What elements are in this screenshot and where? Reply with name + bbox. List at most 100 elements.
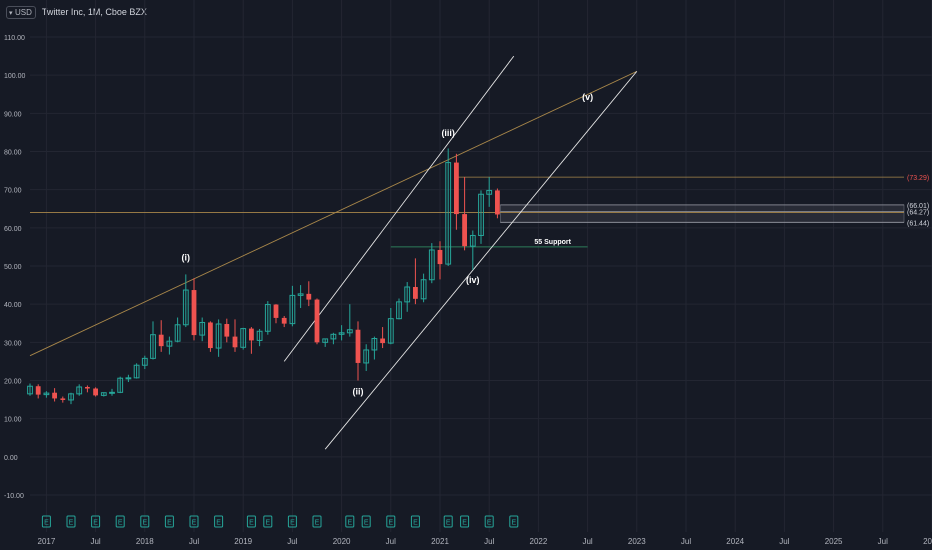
- candle-body: [232, 336, 238, 348]
- candle-body: [240, 328, 247, 348]
- candle-body: [133, 364, 140, 379]
- candle-body: [322, 338, 329, 343]
- candle-body: [273, 304, 279, 318]
- candle-body: [85, 386, 90, 389]
- earnings-marker-label: E: [511, 520, 516, 527]
- candle-body: [215, 323, 222, 349]
- earnings-marker-label: E: [93, 520, 98, 527]
- earnings-marker: [189, 515, 199, 528]
- y-tick-label: 100.00: [4, 73, 26, 80]
- x-tick-label: Jul: [484, 537, 494, 546]
- x-tick-label: Jul: [878, 537, 888, 546]
- candle-body: [363, 349, 370, 364]
- candle-body: [264, 304, 271, 332]
- candle-body: [281, 317, 287, 324]
- earnings-marker-label: E: [142, 520, 147, 527]
- x-tick-label: Jul: [386, 537, 396, 546]
- y-tick-label: 70.00: [4, 188, 22, 195]
- candle-body: [355, 329, 361, 363]
- earnings-marker-label: E: [167, 520, 172, 527]
- earnings-marker: [214, 515, 224, 528]
- candle-body: [27, 385, 33, 395]
- candle-body: [52, 392, 57, 399]
- currency-label: USD: [15, 7, 32, 17]
- x-tick-label: Jul: [287, 537, 297, 546]
- earnings-marker: [91, 515, 101, 528]
- candle-body: [428, 249, 435, 281]
- candle-body: [495, 190, 500, 215]
- candle-body: [76, 386, 83, 395]
- wave-label: (ii): [353, 387, 364, 397]
- candle-body: [478, 193, 484, 236]
- candle-body: [150, 334, 156, 359]
- candle-body: [413, 286, 418, 299]
- x-tick-label: 2025: [825, 537, 843, 546]
- chevron-down-icon: ▾: [9, 9, 13, 17]
- earnings-marker-label: E: [315, 520, 320, 527]
- candle-body: [289, 294, 296, 325]
- support-label: 55 Support: [534, 239, 571, 246]
- candle-body: [256, 330, 263, 341]
- earnings-marker-label: E: [388, 520, 393, 527]
- y-tick-label: 60.00: [4, 226, 22, 233]
- candle-body: [297, 293, 304, 296]
- x-tick-label: Jul: [582, 537, 592, 546]
- candle-body: [166, 340, 173, 347]
- candle-body: [224, 324, 230, 337]
- level-label: (61.44): [907, 220, 929, 227]
- currency-button[interactable]: ▾ USD: [6, 5, 36, 19]
- earnings-marker: [140, 515, 150, 528]
- level-label: (73.29): [907, 175, 929, 182]
- candle-body: [191, 290, 197, 336]
- candle-body: [330, 333, 337, 340]
- x-tick-label: 2018: [136, 537, 154, 546]
- x-tick-label: Jul: [779, 537, 789, 546]
- earnings-marker-label: E: [69, 520, 74, 527]
- earnings-marker: [443, 515, 453, 528]
- level-label: (64.27): [907, 210, 929, 217]
- x-tick-label: 2026: [923, 537, 932, 546]
- earnings-marker-label: E: [249, 520, 254, 527]
- candle-body: [93, 388, 98, 396]
- trend-line: [29, 70, 637, 357]
- candle-body: [469, 234, 476, 247]
- candle-body: [454, 162, 459, 215]
- x-tick-label: 2023: [628, 537, 646, 546]
- earnings-marker-label: E: [265, 520, 270, 527]
- candle-body: [249, 328, 254, 341]
- candle-body: [208, 322, 213, 349]
- earnings-marker: [345, 515, 355, 528]
- y-tick-label: 50.00: [4, 264, 22, 271]
- candle-body: [420, 279, 427, 300]
- earnings-marker: [410, 515, 420, 528]
- y-tick-label: 40.00: [4, 302, 22, 309]
- candle-body: [338, 332, 345, 335]
- earnings-marker-label: E: [364, 520, 369, 527]
- x-tick-label: 2024: [726, 537, 744, 546]
- x-tick-label: Jul: [681, 537, 691, 546]
- trend-line: [324, 71, 638, 450]
- candle-body: [387, 318, 394, 344]
- y-tick-label: 90.00: [4, 111, 22, 118]
- earnings-marker: [361, 515, 371, 528]
- y-tick-label: 0.00: [4, 455, 18, 462]
- symbol-title: Twitter Inc, 1M, Cboe BZX: [41, 7, 147, 17]
- earnings-marker-label: E: [446, 520, 451, 527]
- x-tick-label: 2019: [234, 537, 252, 546]
- candle-body: [306, 293, 312, 300]
- candle-body: [486, 189, 493, 195]
- candle-body: [35, 386, 41, 395]
- candle-body: [437, 249, 443, 265]
- earnings-marker-label: E: [290, 520, 295, 527]
- earnings-marker: [246, 515, 256, 528]
- x-tick-label: 2021: [431, 537, 449, 546]
- x-tick-label: Jul: [189, 537, 199, 546]
- candle-body: [199, 321, 206, 336]
- candle-body: [60, 398, 66, 400]
- earnings-marker-label: E: [44, 520, 49, 527]
- candle-body: [68, 393, 74, 401]
- candle-body: [141, 357, 148, 366]
- earnings-marker: [312, 515, 322, 528]
- earnings-marker: [66, 515, 76, 528]
